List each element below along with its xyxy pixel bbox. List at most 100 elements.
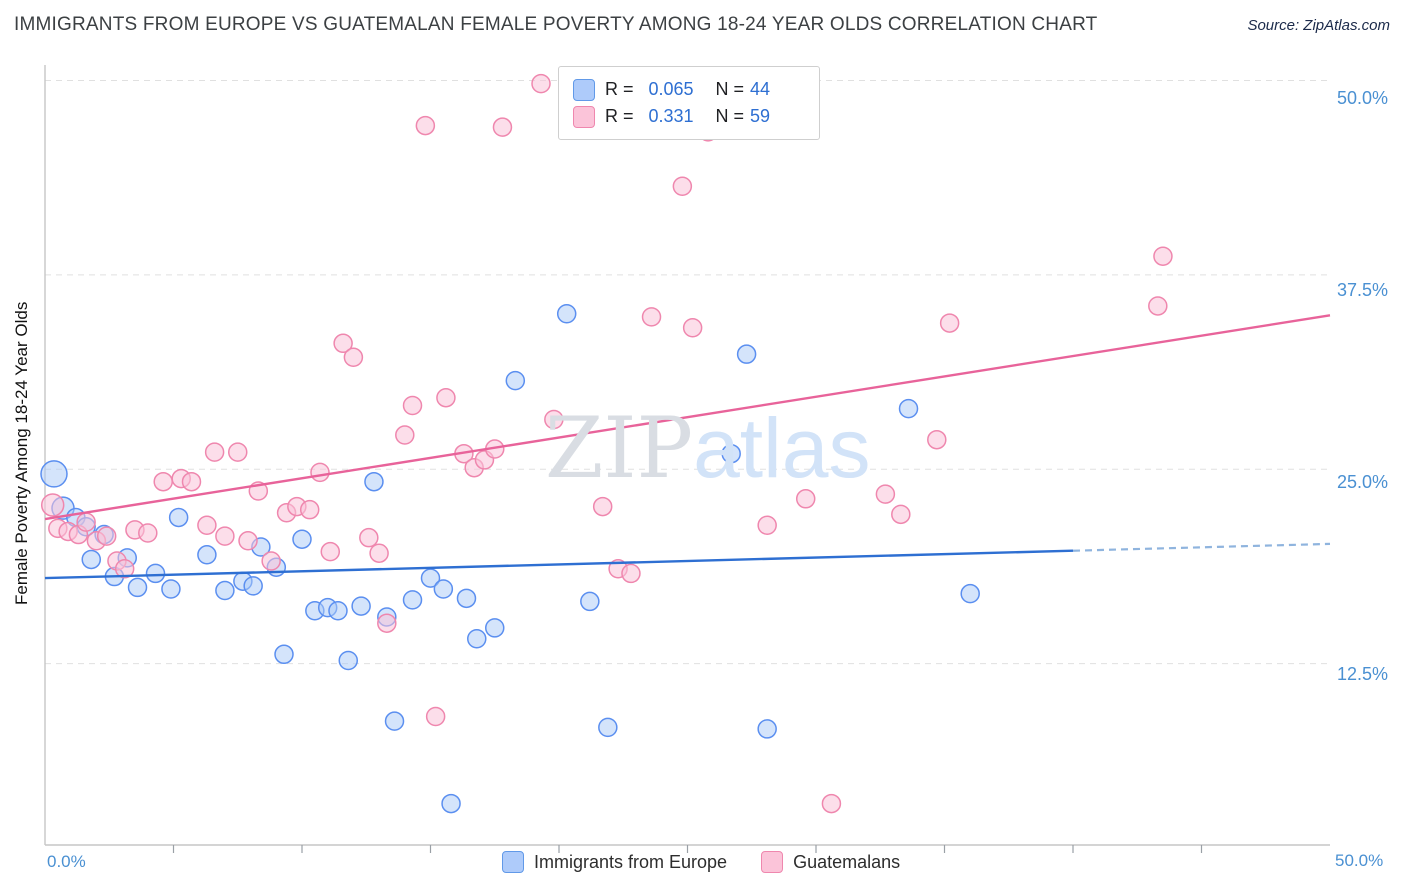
data-point-europe xyxy=(215,580,235,601)
data-point-guatemalans xyxy=(359,527,379,548)
legend-swatch-blue-icon xyxy=(573,78,595,101)
legend-row-europe: R = 0.065 N = 44 xyxy=(573,76,805,103)
data-point-guatemalans xyxy=(531,73,551,94)
data-point-europe xyxy=(960,583,980,604)
correlation-legend-box: R = 0.065 N = 44 R = 0.331 N = 59 xyxy=(558,66,820,140)
legend-item-europe: Immigrants from Europe xyxy=(502,851,727,873)
data-point-europe xyxy=(467,628,487,649)
x-tick-label-max: 50.0% xyxy=(1335,851,1384,870)
data-point-guatemalans xyxy=(891,504,911,525)
data-point-europe xyxy=(757,719,777,739)
data-point-guatemalans xyxy=(1148,296,1168,316)
data-point-europe xyxy=(580,591,600,612)
n-label: N = xyxy=(715,79,745,99)
data-point-europe xyxy=(598,717,618,738)
data-point-guatemalans xyxy=(821,793,842,814)
data-point-guatemalans xyxy=(436,387,456,408)
data-point-europe xyxy=(243,576,263,596)
data-point-europe xyxy=(456,588,477,609)
data-point-guatemalans xyxy=(1153,246,1173,266)
r-label: R = xyxy=(605,79,634,99)
trend-line-guatemalans xyxy=(44,314,1331,521)
data-point-europe xyxy=(898,398,919,419)
r-value-europe: 0.065 xyxy=(648,79,694,99)
data-point-guatemalans xyxy=(927,429,947,450)
n-label: N = xyxy=(715,106,745,126)
data-point-europe xyxy=(384,711,405,731)
data-point-guatemalans xyxy=(425,706,446,727)
data-point-europe xyxy=(338,650,359,671)
n-value-guatemalans: 59 xyxy=(750,106,771,126)
data-point-guatemalans xyxy=(138,523,158,543)
data-point-guatemalans xyxy=(181,471,202,492)
data-point-guatemalans xyxy=(875,484,896,504)
data-point-europe xyxy=(197,545,217,565)
data-point-guatemalans xyxy=(402,395,423,416)
data-point-guatemalans xyxy=(592,496,613,517)
data-point-guatemalans xyxy=(261,551,281,571)
data-point-europe xyxy=(736,344,757,364)
data-point-guatemalans xyxy=(114,559,135,579)
data-point-guatemalans xyxy=(76,512,96,532)
legend-swatch-pink-icon xyxy=(573,105,595,128)
data-point-guatemalans xyxy=(40,493,65,517)
data-point-europe xyxy=(351,596,371,616)
data-point-guatemalans xyxy=(757,515,777,535)
data-point-europe xyxy=(433,579,454,599)
data-point-europe xyxy=(364,471,384,492)
data-point-europe xyxy=(721,443,741,464)
chart-title: IMMIGRANTS FROM EUROPE VS GUATEMALAN FEM… xyxy=(14,14,1098,35)
trend-line-europe xyxy=(44,549,1074,580)
data-point-europe xyxy=(556,304,577,324)
data-point-guatemalans xyxy=(377,613,397,633)
data-point-guatemalans xyxy=(215,526,235,546)
legend-item-guatemalans: Guatemalans xyxy=(761,851,900,873)
data-point-guatemalans xyxy=(795,489,816,509)
data-point-guatemalans xyxy=(238,531,258,551)
data-point-guatemalans xyxy=(228,442,248,462)
data-point-europe xyxy=(328,601,348,621)
x-tick-label-min: 0.0% xyxy=(47,852,86,871)
data-point-europe xyxy=(127,577,148,598)
data-point-guatemalans xyxy=(682,317,703,338)
y-tick-label-25: 25.0% xyxy=(1337,472,1389,492)
series-legend: Immigrants from Europe Guatemalans xyxy=(502,851,900,873)
data-point-guatemalans xyxy=(343,347,364,368)
trend-line-extension xyxy=(1072,542,1331,552)
data-point-europe xyxy=(485,618,505,638)
data-point-europe xyxy=(40,460,68,488)
data-point-guatemalans xyxy=(544,409,564,430)
data-point-guatemalans xyxy=(333,333,353,354)
data-point-europe xyxy=(274,644,294,665)
y-tick-label-50: 50.0% xyxy=(1337,88,1389,108)
legend-row-guatemalans: R = 0.331 N = 59 xyxy=(573,103,805,130)
y-tick-label-37-5: 37.5% xyxy=(1337,280,1389,300)
data-point-guatemalans xyxy=(310,462,330,483)
legend-label-europe: Immigrants from Europe xyxy=(534,851,728,872)
data-point-guatemalans xyxy=(672,176,693,196)
data-point-guatemalans xyxy=(939,313,960,333)
data-point-guatemalans xyxy=(320,541,341,562)
data-point-guatemalans xyxy=(96,526,117,546)
data-point-guatemalans xyxy=(415,115,436,136)
data-point-europe xyxy=(161,579,181,599)
data-point-europe xyxy=(292,529,312,549)
data-point-europe xyxy=(81,549,102,570)
data-point-europe xyxy=(168,507,189,528)
r-value-guatemalans: 0.331 xyxy=(648,106,694,126)
data-point-guatemalans xyxy=(197,515,217,535)
data-point-guatemalans xyxy=(641,307,662,327)
data-point-europe xyxy=(505,370,526,391)
data-point-guatemalans xyxy=(621,563,641,584)
legend-swatch-blue-icon xyxy=(502,851,524,873)
data-point-guatemalans xyxy=(153,471,173,492)
source-label: Source: ZipAtlas.com xyxy=(1247,17,1390,34)
n-value-europe: 44 xyxy=(750,79,771,99)
data-point-europe xyxy=(402,590,423,610)
data-point-guatemalans xyxy=(369,543,389,563)
data-point-guatemalans xyxy=(204,442,225,462)
data-point-guatemalans xyxy=(299,499,320,520)
legend-swatch-pink-icon xyxy=(761,851,784,873)
